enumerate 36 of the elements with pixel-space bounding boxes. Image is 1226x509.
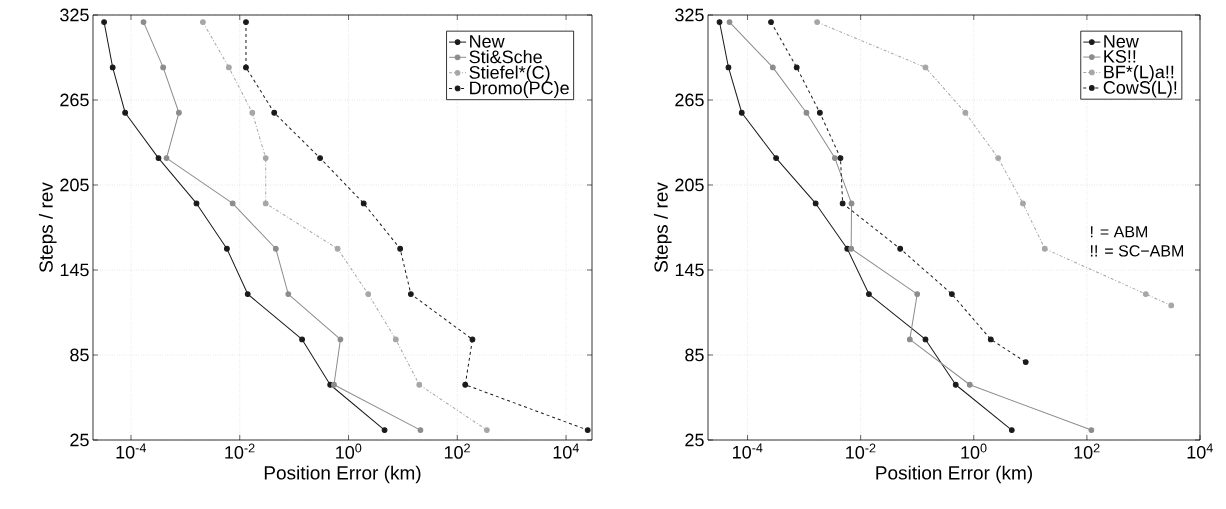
y-tick-label: 325 (60, 8, 89, 22)
legend-label: KS!! (1104, 50, 1136, 63)
y-tick-label: 205 (60, 178, 89, 192)
x-tick-label: 10$^{0}$ (961, 443, 987, 459)
y-tick-label: 265 (60, 93, 89, 107)
x-axis-title: Position Error (km) (264, 465, 421, 484)
legend-label: Stiefel*(C) (469, 65, 550, 83)
x-tick-label: 10$^{2}$ (1074, 443, 1100, 459)
x-tick-label: 10$^{4}$ (1187, 443, 1213, 459)
legend-label: New (1104, 35, 1139, 48)
annotation: !! = SC−ABM (1090, 245, 1184, 257)
x-tick-label: 10$^{-2}$ (846, 443, 876, 459)
y-tick-label: 265 (675, 93, 704, 107)
x-tick-label: 10$^{-4}$ (733, 443, 763, 459)
x-tick-label: 10$^{-4}$ (116, 443, 146, 459)
y-tick-label: 25 (70, 433, 89, 447)
y-axis-title: Steps / rev (38, 182, 57, 273)
y-tick-label: 205 (675, 178, 704, 192)
annotation: ! = ABM (1090, 226, 1148, 238)
x-axis-title: Position Error (km) (876, 465, 1032, 484)
legend-label: BF*(L)a!! (1104, 65, 1174, 82)
y-tick-label: 145 (675, 263, 704, 277)
legend-label: CowS(L)! (1103, 80, 1177, 98)
x-tick-label: 10$^{-2}$ (225, 443, 255, 459)
y-tick-label: 325 (675, 8, 704, 22)
y-tick-label: 25 (685, 433, 704, 447)
legend-label: Sti&Sche (469, 50, 542, 64)
legend-label: New (470, 35, 505, 48)
x-tick-label: 10$^{4}$ (553, 443, 579, 459)
y-tick-label: 85 (685, 348, 704, 362)
y-axis-title: Steps / rev (653, 182, 672, 273)
x-tick-label: 10$^{0}$ (336, 443, 362, 459)
y-tick-label: 85 (70, 348, 89, 362)
x-tick-label: 10$^{2}$ (444, 443, 470, 459)
y-tick-label: 145 (60, 263, 89, 277)
legend-label: Dromo(PC)e (470, 81, 569, 98)
